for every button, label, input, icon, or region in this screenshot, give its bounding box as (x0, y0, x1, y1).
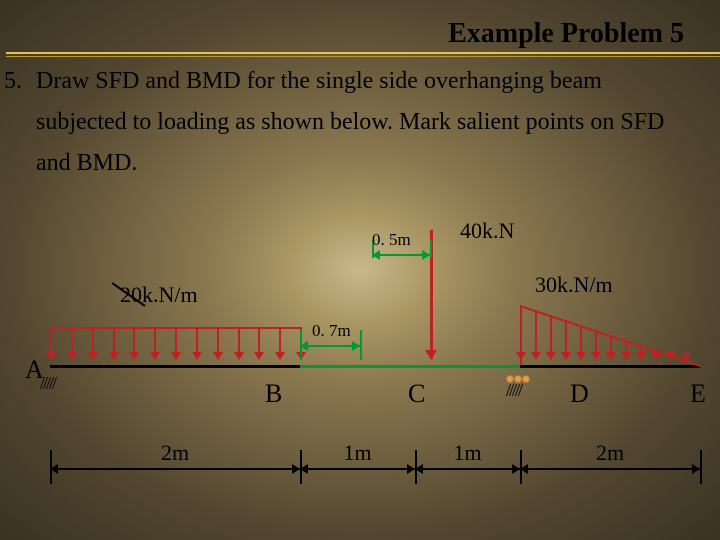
point-load-label: 40k.N (460, 218, 514, 244)
label-E: E (690, 379, 706, 409)
point-offset-label: 0. 5m (372, 230, 411, 250)
problem-text: Draw SFD and BMD for the single side ove… (36, 61, 696, 183)
problem-number: 5. (4, 61, 30, 102)
green-offset-label: 0. 7m (312, 321, 351, 341)
label-C: C (408, 379, 425, 409)
label-A: A (25, 355, 44, 385)
tri-load-label: 30k.N/m (535, 272, 613, 298)
beam-diagram: //////////20k.N/m40k.N0. 5m30k.N/m0. 7mA… (0, 210, 720, 530)
slide-title: Example Problem 5 (0, 0, 720, 52)
udl-label: 20k.N/m (120, 282, 198, 308)
label-D: D (570, 379, 589, 409)
problem-statement: 5. Draw SFD and BMD for the single side … (0, 57, 720, 183)
title-rule (6, 52, 720, 54)
label-B: B (265, 379, 282, 409)
